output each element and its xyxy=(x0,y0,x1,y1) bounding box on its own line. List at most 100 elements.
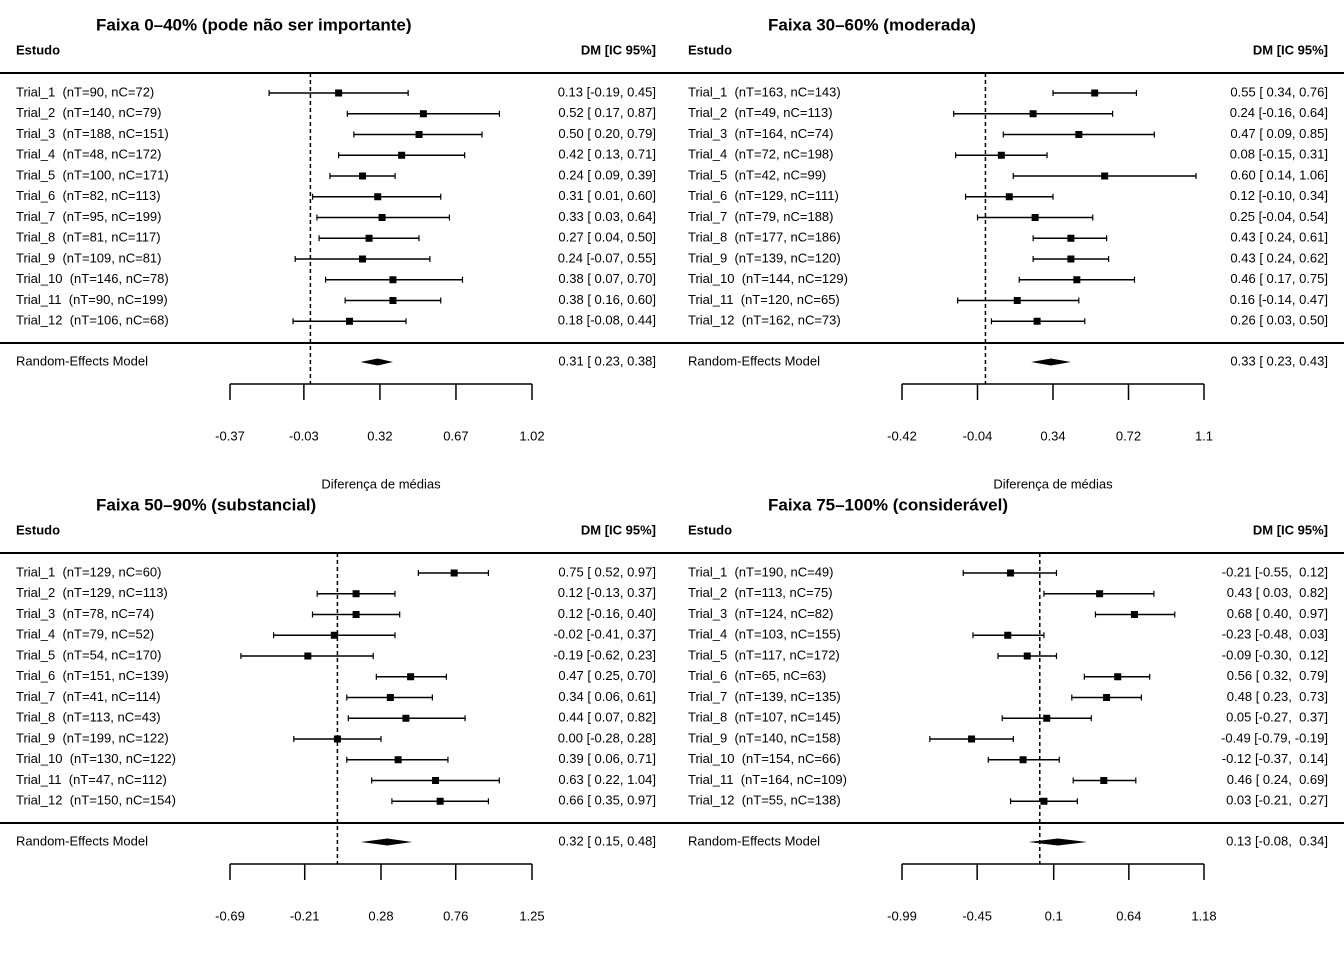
effect-header: DM [IC 95%] xyxy=(581,42,656,57)
estimate-square xyxy=(1033,317,1041,325)
effect-label: 0.39 [ 0.06, 0.71] xyxy=(558,751,656,766)
effect-label: 0.46 [ 0.24, 0.69] xyxy=(1227,772,1328,787)
study-label: Trial_8 (nT=107, nC=145) xyxy=(688,710,841,725)
study-label: Trial_6 (nT=82, nC=113) xyxy=(16,188,161,203)
estimate-square xyxy=(1040,797,1048,805)
effect-label: 0.16 [-0.14, 0.47] xyxy=(1230,292,1328,307)
summary-diamond xyxy=(360,358,393,366)
estimate-square xyxy=(1096,590,1104,598)
estimate-square xyxy=(1031,214,1039,221)
effect-label: 0.75 [ 0.52, 0.97] xyxy=(558,564,656,579)
estimate-square xyxy=(1013,297,1021,304)
panel-title: Faixa 75–100% (considerável) xyxy=(768,495,1008,514)
estimate-square xyxy=(1043,714,1051,722)
study-label: Trial_6 (nT=65, nC=63) xyxy=(688,668,826,683)
x-tick-label: -0.21 xyxy=(290,908,320,923)
study-label: Trial_9 (nT=139, nC=120) xyxy=(688,250,841,265)
estimate-square xyxy=(1007,569,1015,577)
estimate-square xyxy=(1091,89,1099,97)
effect-label: 0.43 [ 0.03, 0.82] xyxy=(1227,585,1328,600)
study-label: Trial_7 (nT=139, nC=135) xyxy=(688,689,841,704)
study-label: Trial_3 (nT=188, nC=151) xyxy=(16,126,169,141)
effect-label: 0.31 [ 0.01, 0.60] xyxy=(558,188,656,203)
x-tick-label: 0.32 xyxy=(367,428,392,443)
study-label: Trial_2 (nT=140, nC=79) xyxy=(16,105,161,120)
effect-label: -0.19 [-0.62, 0.23] xyxy=(553,647,656,662)
estimate-square xyxy=(1103,694,1111,701)
summary-label: Random-Effects Model xyxy=(688,353,820,368)
effect-label: 0.63 [ 0.22, 1.04] xyxy=(558,772,656,787)
effect-label: 0.47 [ 0.09, 0.85] xyxy=(1230,126,1328,141)
estimate-square xyxy=(352,611,360,618)
study-label: Trial_7 (nT=79, nC=188) xyxy=(688,209,833,224)
study-label: Trial_3 (nT=164, nC=74) xyxy=(688,126,833,141)
estimate-square xyxy=(330,631,338,639)
effect-label: 0.60 [ 0.14, 1.06] xyxy=(1230,167,1328,182)
estimate-square xyxy=(352,590,360,598)
study-label: Trial_4 (nT=103, nC=155) xyxy=(688,627,841,642)
effect-label: 0.66 [ 0.35, 0.97] xyxy=(558,793,656,808)
effect-label: -0.02 [-0.41, 0.37] xyxy=(553,627,656,642)
study-label: Trial_7 (nT=41, nC=114) xyxy=(16,689,161,704)
summary-diamond xyxy=(360,838,413,846)
study-label: Trial_8 (nT=113, nC=43) xyxy=(16,710,161,725)
estimate-square xyxy=(359,255,367,263)
effect-label: 0.48 [ 0.23, 0.73] xyxy=(1227,689,1328,704)
estimate-square xyxy=(365,234,373,242)
estimate-square xyxy=(398,151,406,159)
effect-label: 0.33 [ 0.03, 0.64] xyxy=(558,209,656,224)
estimate-square xyxy=(1130,611,1138,618)
x-tick-label: 0.64 xyxy=(1116,908,1141,923)
effect-header: DM [IC 95%] xyxy=(581,522,656,537)
study-label: Trial_3 (nT=78, nC=74) xyxy=(16,606,154,621)
estimate-square xyxy=(1100,777,1108,784)
effect-label: 0.12 [-0.10, 0.34] xyxy=(1230,188,1328,203)
summary-effect-label: 0.32 [ 0.15, 0.48] xyxy=(558,833,656,848)
study-label: Trial_1 (nT=163, nC=143) xyxy=(688,84,841,99)
effect-label: -0.09 [-0.30, 0.12] xyxy=(1222,647,1328,662)
effect-label: 0.46 [ 0.17, 0.75] xyxy=(1230,271,1328,286)
x-tick-label: 0.72 xyxy=(1116,428,1141,443)
x-tick-label: 1.1 xyxy=(1195,428,1213,443)
effect-label: 0.43 [ 0.24, 0.61] xyxy=(1230,230,1328,245)
study-label: Trial_6 (nT=129, nC=111) xyxy=(688,188,839,203)
study-label: Trial_11 (nT=120, nC=65) xyxy=(688,292,840,307)
estimate-square xyxy=(1073,276,1081,284)
study-label: Trial_7 (nT=95, nC=199) xyxy=(16,209,161,224)
study-label: Trial_11 (nT=47, nC=112) xyxy=(16,772,167,787)
estimate-square xyxy=(335,89,343,97)
estimate-square xyxy=(333,735,341,743)
estimate-square xyxy=(1067,255,1075,263)
effect-label: 0.05 [-0.27, 0.37] xyxy=(1226,710,1328,725)
effect-label: 0.55 [ 0.34, 0.76] xyxy=(1230,84,1328,99)
x-tick-label: -0.69 xyxy=(215,908,245,923)
study-label: Trial_9 (nT=109, nC=81) xyxy=(16,250,161,265)
effect-label: 0.24 [-0.16, 0.64] xyxy=(1230,105,1328,120)
effect-label: 0.18 [-0.08, 0.44] xyxy=(558,313,656,328)
estimate-square xyxy=(1075,131,1083,138)
x-tick-label: -0.03 xyxy=(289,428,319,443)
effect-label: 0.26 [ 0.03, 0.50] xyxy=(1230,313,1328,328)
study-label: Trial_4 (nT=48, nC=172) xyxy=(16,147,161,162)
study-label: Trial_1 (nT=90, nC=72) xyxy=(16,84,154,99)
study-label: Trial_9 (nT=140, nC=158) xyxy=(688,730,841,745)
summary-label: Random-Effects Model xyxy=(16,833,148,848)
effect-label: 0.03 [-0.21, 0.27] xyxy=(1226,793,1328,808)
x-axis-label: Diferença de médias xyxy=(321,476,441,491)
estimate-square xyxy=(450,569,458,577)
study-label: Trial_8 (nT=177, nC=186) xyxy=(688,230,841,245)
x-tick-label: 1.25 xyxy=(519,908,544,923)
summary-diamond xyxy=(1031,358,1071,366)
effect-label: -0.23 [-0.48, 0.03] xyxy=(1222,627,1328,642)
estimate-square xyxy=(389,276,397,284)
effect-label: 0.13 [-0.19, 0.45] xyxy=(558,84,656,99)
x-tick-label: 0.76 xyxy=(443,908,468,923)
x-tick-label: 0.1 xyxy=(1045,908,1063,923)
study-label: Trial_10 (nT=154, nC=66) xyxy=(688,751,841,766)
study-label: Trial_1 (nT=190, nC=49) xyxy=(688,564,833,579)
estimate-square xyxy=(1029,110,1037,118)
study-label: Trial_5 (nT=42, nC=99) xyxy=(688,167,826,182)
effect-label: 0.08 [-0.15, 0.31] xyxy=(1230,147,1328,162)
estimate-square xyxy=(378,214,386,221)
